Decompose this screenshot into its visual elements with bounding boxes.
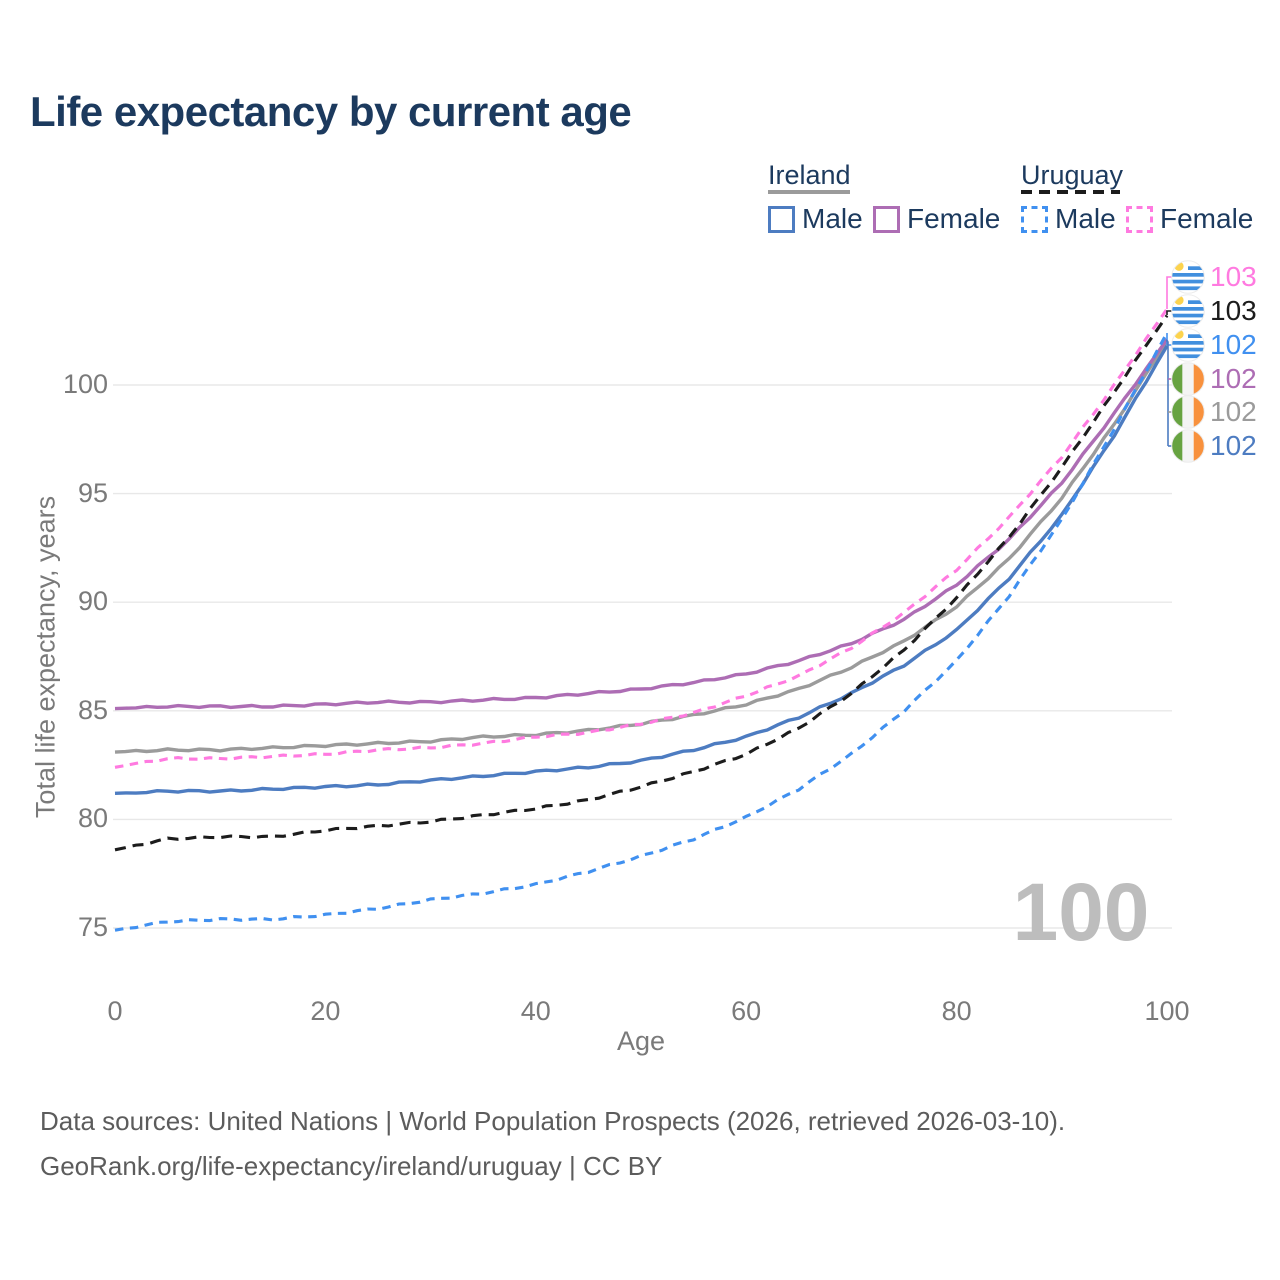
line-ireland-male bbox=[114, 345, 1169, 795]
line-uruguay-male bbox=[114, 332, 1169, 932]
legend-entry-ireland-female[interactable]: Female bbox=[873, 203, 1000, 235]
uruguay-flag-icon bbox=[1171, 294, 1205, 328]
x-tick-label: 0 bbox=[107, 996, 123, 1026]
line-ireland-female bbox=[114, 338, 1169, 711]
end-label-uruguay-2: 102 bbox=[1171, 328, 1257, 362]
end-label-value: 102 bbox=[1210, 396, 1257, 427]
legend-entry-uruguay-male[interactable]: Male bbox=[1021, 203, 1116, 235]
line-uruguay-both bbox=[114, 314, 1169, 852]
end-label-value: 103 bbox=[1210, 295, 1257, 326]
legend-country-ireland: Ireland bbox=[768, 160, 851, 190]
end-label-ireland-4: 102 bbox=[1171, 395, 1257, 429]
age-counter-watermark: 100 bbox=[1012, 867, 1150, 958]
label-connector bbox=[1165, 339, 1169, 446]
ireland-flag-icon bbox=[1171, 429, 1205, 463]
end-label-value: 102 bbox=[1210, 363, 1257, 394]
y-tick-label: 95 bbox=[77, 477, 108, 508]
y-tick-label: 80 bbox=[77, 803, 108, 834]
end-label-value: 103 bbox=[1210, 261, 1257, 292]
legend-entry-label: Female bbox=[1160, 203, 1254, 234]
ireland-flag-icon bbox=[1171, 362, 1205, 396]
y-tick-label: 75 bbox=[77, 912, 108, 942]
x-tick-label: 80 bbox=[941, 996, 972, 1026]
y-tick-label: 90 bbox=[77, 586, 108, 617]
line-uruguay-female bbox=[114, 308, 1169, 769]
end-label-value: 102 bbox=[1210, 430, 1257, 461]
ireland-male-swatch-icon bbox=[768, 205, 795, 233]
legend-entry-label: Female bbox=[907, 203, 1001, 234]
legend-country-uruguay: Uruguay bbox=[1021, 160, 1124, 190]
footer: Data sources: United Nations | World Pop… bbox=[40, 1106, 1065, 1196]
x-tick-label: 20 bbox=[310, 996, 341, 1026]
y-tick-label: 100 bbox=[62, 369, 108, 399]
legend-entry-uruguay-female[interactable]: Female bbox=[1126, 203, 1253, 235]
data-sources-text: Data sources: United Nations | World Pop… bbox=[40, 1106, 1066, 1136]
ireland-line-style-sample bbox=[768, 190, 850, 194]
ireland-flag-icon bbox=[1171, 395, 1205, 429]
uruguay-male-swatch-icon bbox=[1021, 205, 1048, 233]
source-url-text: GeoRank.org/life-expectancy/ireland/urug… bbox=[40, 1151, 663, 1181]
legend-entry-label: Male bbox=[1055, 203, 1116, 234]
x-tick-label: 40 bbox=[520, 996, 551, 1026]
y-tick-label: 85 bbox=[77, 694, 108, 725]
legend-entry-ireland-male[interactable]: Male bbox=[768, 203, 863, 235]
ireland-female-swatch-icon bbox=[873, 205, 900, 233]
end-label-uruguay-0: 103 bbox=[1171, 260, 1257, 294]
end-label-ireland-3: 102 bbox=[1171, 362, 1257, 396]
x-tick-label: 60 bbox=[731, 996, 762, 1026]
end-label-ireland-5: 102 bbox=[1171, 429, 1257, 463]
label-connector bbox=[1166, 276, 1172, 309]
uruguay-flag-icon bbox=[1171, 260, 1205, 294]
end-label-value: 102 bbox=[1210, 329, 1257, 360]
x-axis-title: Age bbox=[616, 1026, 666, 1056]
label-connector bbox=[1166, 333, 1172, 346]
end-label-uruguay-1: 103 bbox=[1171, 294, 1257, 328]
uruguay-female-swatch-icon bbox=[1126, 205, 1153, 233]
uruguay-flag-icon bbox=[1171, 328, 1205, 362]
legend-entry-label: Male bbox=[802, 203, 863, 234]
uruguay-line-style-sample bbox=[1021, 190, 1120, 194]
chart-title: Life expectancy by current age bbox=[30, 88, 632, 135]
x-tick-label: 100 bbox=[1144, 996, 1190, 1026]
